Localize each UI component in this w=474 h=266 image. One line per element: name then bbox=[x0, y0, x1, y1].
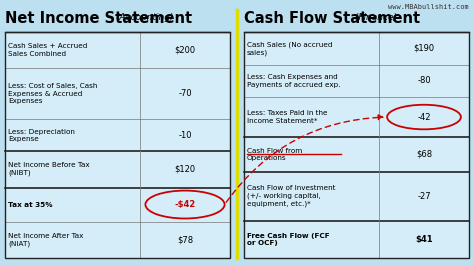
Bar bbox=[379, 172, 469, 221]
Text: Cash Sales (No accrued
sales): Cash Sales (No accrued sales) bbox=[247, 41, 332, 56]
Bar bbox=[379, 65, 469, 97]
Text: Less: Cost of Sales, Cash
Expenses & Accrued
Expenses: Less: Cost of Sales, Cash Expenses & Acc… bbox=[8, 84, 97, 105]
Bar bbox=[379, 137, 469, 172]
Text: -70: -70 bbox=[178, 89, 192, 98]
Bar bbox=[244, 137, 379, 172]
Bar bbox=[140, 119, 230, 151]
Text: Tax at 35%: Tax at 35% bbox=[8, 202, 53, 207]
Bar bbox=[5, 32, 140, 68]
Bar bbox=[379, 32, 469, 65]
Bar bbox=[244, 32, 469, 258]
Text: -42: -42 bbox=[417, 113, 431, 122]
Text: Cash Sales + Accrued
Sales Combined: Cash Sales + Accrued Sales Combined bbox=[8, 43, 87, 57]
Text: $120: $120 bbox=[174, 165, 196, 174]
Text: $190: $190 bbox=[413, 44, 435, 53]
Bar bbox=[379, 97, 469, 137]
Text: -10: -10 bbox=[178, 131, 192, 140]
Bar bbox=[5, 188, 140, 222]
Text: $68: $68 bbox=[416, 150, 432, 159]
Bar bbox=[140, 222, 230, 258]
Bar bbox=[5, 222, 140, 258]
Bar bbox=[140, 188, 230, 222]
Bar bbox=[244, 65, 379, 97]
Text: (Accounting): (Accounting) bbox=[113, 13, 173, 22]
Text: -$42: -$42 bbox=[174, 200, 196, 209]
Bar bbox=[5, 119, 140, 151]
Text: Free Cash Flow (FCF
or OCF): Free Cash Flow (FCF or OCF) bbox=[247, 232, 329, 246]
Bar bbox=[5, 68, 140, 119]
Bar bbox=[379, 221, 469, 258]
Text: -80: -80 bbox=[417, 76, 431, 85]
Text: Less: Taxes Paid in the
Income Statement*: Less: Taxes Paid in the Income Statement… bbox=[247, 110, 328, 124]
Text: Cash Flow Statement: Cash Flow Statement bbox=[244, 11, 420, 26]
Bar bbox=[140, 151, 230, 188]
Text: $78: $78 bbox=[177, 235, 193, 244]
Bar bbox=[244, 32, 379, 65]
Text: Net Income Statement: Net Income Statement bbox=[5, 11, 192, 26]
Text: Net Income After Tax
(NIAT): Net Income After Tax (NIAT) bbox=[8, 233, 83, 247]
Text: $200: $200 bbox=[174, 46, 196, 55]
Text: $41: $41 bbox=[415, 235, 433, 244]
Text: Cash Flow from
Operations: Cash Flow from Operations bbox=[247, 148, 302, 161]
Bar bbox=[5, 151, 140, 188]
Bar bbox=[244, 97, 379, 137]
Text: www.MBAbullshit.com: www.MBAbullshit.com bbox=[388, 4, 469, 10]
Text: (Finance): (Finance) bbox=[352, 13, 397, 22]
Text: Net Income Before Tax
(NIBT): Net Income Before Tax (NIBT) bbox=[8, 162, 90, 176]
Bar bbox=[5, 32, 230, 258]
Text: Less: Cash Expenses and
Payments of accrued exp.: Less: Cash Expenses and Payments of accr… bbox=[247, 74, 340, 88]
Bar bbox=[244, 172, 379, 221]
Text: -27: -27 bbox=[417, 192, 431, 201]
Bar bbox=[140, 32, 230, 68]
Text: Less: Depreciation
Expense: Less: Depreciation Expense bbox=[8, 128, 75, 142]
Bar bbox=[244, 221, 379, 258]
Text: Cash Flow of Investment
(+/- working capital,
equipment, etc.)*: Cash Flow of Investment (+/- working cap… bbox=[247, 185, 336, 207]
Bar bbox=[140, 68, 230, 119]
